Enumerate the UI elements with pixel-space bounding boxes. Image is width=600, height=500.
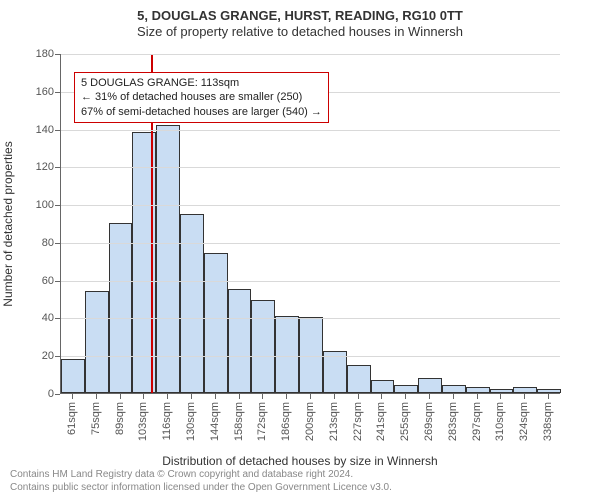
gridline: [61, 205, 560, 206]
bar: [156, 125, 180, 393]
x-tick-mark: [143, 394, 144, 399]
x-tick-label: 186sqm: [280, 402, 292, 441]
chart-title-block: 5, DOUGLAS GRANGE, HURST, READING, RG10 …: [0, 0, 600, 41]
bar: [371, 380, 395, 393]
y-tick-label: 180: [0, 48, 54, 60]
bar: [251, 300, 275, 393]
x-tick-label: 158sqm: [233, 402, 245, 441]
gridline: [61, 130, 560, 131]
y-tick-label: 140: [0, 124, 54, 136]
bar: [537, 389, 561, 393]
gridline: [61, 54, 560, 55]
y-tick-label: 0: [0, 388, 54, 400]
x-tick-label: 283sqm: [447, 402, 459, 441]
gridline: [61, 318, 560, 319]
gridline: [61, 243, 560, 244]
x-tick-label: 103sqm: [137, 402, 149, 441]
x-tick-mark: [191, 394, 192, 399]
x-tick-mark: [262, 394, 263, 399]
bar: [490, 389, 514, 393]
x-tick-mark: [500, 394, 501, 399]
x-axis-label: Distribution of detached houses by size …: [0, 454, 600, 468]
bar: [513, 387, 537, 393]
gridline: [61, 356, 560, 357]
y-tick-label: 100: [0, 199, 54, 211]
title-line1: 5, DOUGLAS GRANGE, HURST, READING, RG10 …: [0, 8, 600, 24]
bar: [347, 365, 371, 393]
bar: [275, 316, 299, 393]
x-tick-mark: [429, 394, 430, 399]
x-tick-label: 89sqm: [114, 402, 126, 435]
x-tick-label: 116sqm: [161, 402, 173, 440]
x-tick-mark: [334, 394, 335, 399]
x-tick-mark: [120, 394, 121, 399]
chart-container: Number of detached properties 0204060801…: [0, 44, 600, 444]
annotation-line: 5 DOUGLAS GRANGE: 113sqm: [81, 76, 322, 90]
x-tick-label: 338sqm: [542, 402, 554, 441]
footer-line2: Contains public sector information licen…: [10, 482, 590, 495]
annotation-box: 5 DOUGLAS GRANGE: 113sqm← 31% of detache…: [74, 72, 329, 123]
x-ticks: 61sqm 75sqm 89sqm 103sqm 116sqm 130sqm 144sqm 1…: [60, 394, 560, 444]
x-tick-mark: [72, 394, 73, 399]
bar: [299, 317, 323, 393]
x-tick-label: 200sqm: [304, 402, 316, 441]
x-tick-mark: [96, 394, 97, 399]
x-tick-mark: [477, 394, 478, 399]
x-tick-mark: [239, 394, 240, 399]
x-tick-mark: [405, 394, 406, 399]
y-tick-label: 120: [0, 161, 54, 173]
x-tick-mark: [524, 394, 525, 399]
title-line2: Size of property relative to detached ho…: [0, 24, 600, 40]
x-tick-mark: [548, 394, 549, 399]
gridline: [61, 281, 560, 282]
x-tick-label: 75sqm: [90, 402, 102, 435]
bar: [228, 289, 252, 393]
x-tick-mark: [381, 394, 382, 399]
bar: [85, 291, 109, 393]
footer-line1: Contains HM Land Registry data © Crown c…: [10, 469, 590, 482]
y-tick-label: 40: [0, 312, 54, 324]
bar: [180, 214, 204, 393]
x-tick-label: 172sqm: [256, 402, 268, 441]
x-tick-mark: [358, 394, 359, 399]
x-tick-label: 241sqm: [375, 402, 387, 441]
annotation-line: ← 31% of detached houses are smaller (25…: [81, 90, 322, 104]
bar: [442, 385, 466, 393]
y-tick-label: 60: [0, 275, 54, 287]
x-tick-mark: [310, 394, 311, 399]
footer-attribution: Contains HM Land Registry data © Crown c…: [10, 469, 590, 494]
x-tick-label: 144sqm: [209, 402, 221, 441]
x-tick-mark: [167, 394, 168, 399]
y-tick-label: 160: [0, 86, 54, 98]
bar: [466, 387, 490, 393]
x-tick-label: 324sqm: [518, 402, 530, 441]
x-tick-mark: [453, 394, 454, 399]
bar: [204, 253, 228, 393]
x-tick-label: 310sqm: [494, 402, 506, 441]
annotation-line: 67% of semi-detached houses are larger (…: [81, 105, 322, 119]
bar: [61, 359, 85, 393]
bar: [394, 385, 418, 393]
x-tick-label: 255sqm: [399, 402, 411, 441]
gridline: [61, 167, 560, 168]
x-tick-label: 227sqm: [352, 402, 364, 441]
x-tick-label: 130sqm: [185, 402, 197, 441]
x-tick-label: 213sqm: [328, 402, 340, 441]
bar: [323, 351, 347, 393]
bar: [418, 378, 442, 393]
x-tick-label: 297sqm: [471, 402, 483, 441]
y-tick-label: 80: [0, 237, 54, 249]
bar: [109, 223, 133, 393]
x-tick-mark: [215, 394, 216, 399]
x-tick-mark: [286, 394, 287, 399]
y-tick-label: 20: [0, 350, 54, 362]
x-tick-label: 269sqm: [423, 402, 435, 441]
x-tick-label: 61sqm: [66, 402, 78, 435]
